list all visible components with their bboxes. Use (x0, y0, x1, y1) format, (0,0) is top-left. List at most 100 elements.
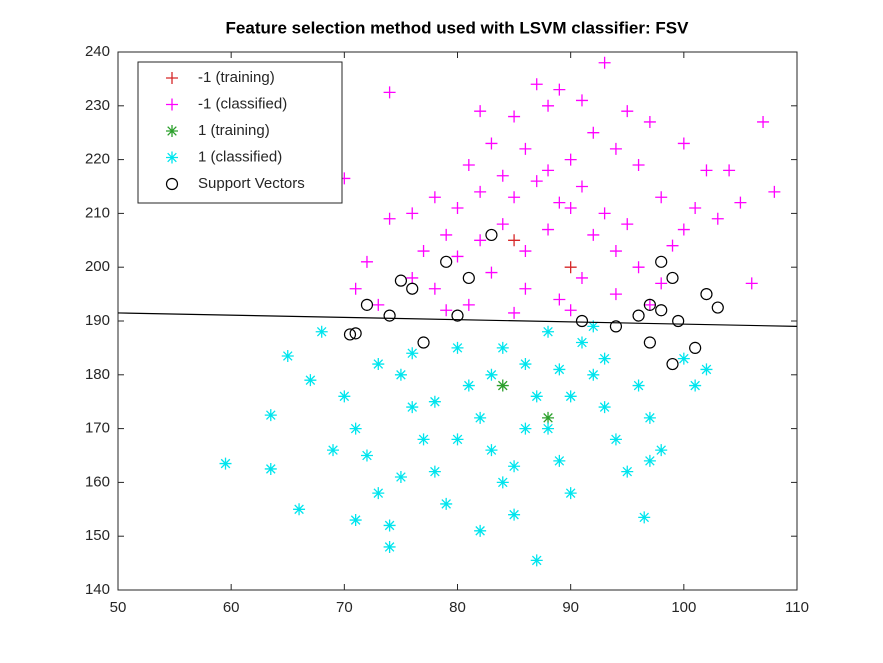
point (564, 487, 577, 500)
point (598, 56, 611, 69)
point (632, 379, 645, 392)
point (542, 422, 555, 435)
point (542, 223, 555, 236)
point (677, 223, 690, 236)
point (219, 457, 232, 470)
point (609, 142, 622, 155)
point (508, 306, 521, 319)
point (632, 158, 645, 171)
point (575, 180, 588, 193)
legend-label: 1 (classified) (198, 148, 282, 165)
decision-boundary (117, 312, 798, 327)
chart-title: Feature selection method used with LSVM … (226, 18, 690, 37)
point (575, 94, 588, 107)
point (587, 320, 600, 333)
point (575, 271, 588, 284)
point (372, 487, 385, 500)
point (689, 379, 702, 392)
support-vector (343, 328, 357, 341)
y-tick-label: 230 (85, 97, 110, 114)
point (542, 99, 555, 112)
point (394, 368, 407, 381)
point (638, 511, 651, 524)
support-vector (349, 327, 362, 340)
point (349, 422, 362, 435)
point (496, 218, 509, 231)
support-vector (672, 314, 685, 328)
point (598, 207, 611, 220)
y-tick-label: 190 (85, 312, 110, 329)
point (564, 304, 577, 317)
support-vector (643, 298, 656, 311)
point (587, 126, 600, 139)
legend-marker (166, 98, 178, 111)
point (530, 390, 543, 403)
point (485, 444, 498, 457)
point (281, 349, 294, 362)
point (315, 325, 328, 338)
point (768, 185, 781, 198)
point (677, 352, 690, 365)
support-vector (406, 282, 419, 295)
point (530, 554, 543, 567)
point (564, 261, 577, 274)
point (711, 212, 724, 225)
point (440, 304, 453, 317)
point (440, 228, 453, 241)
point (451, 341, 464, 354)
support-vector (666, 357, 679, 371)
y-tick-label: 220 (85, 151, 110, 168)
support-vector (609, 320, 623, 333)
legend-label: -1 (training) (198, 69, 275, 86)
point (508, 110, 521, 123)
point (417, 245, 430, 258)
point (428, 191, 441, 204)
point (621, 105, 634, 118)
point (542, 164, 555, 177)
point (304, 374, 317, 387)
point (462, 158, 475, 171)
x-tick-label: 80 (449, 599, 466, 616)
support-vector (643, 336, 656, 349)
support-vector (711, 301, 724, 314)
y-tick-label: 180 (85, 366, 110, 383)
point (406, 347, 419, 360)
point (643, 298, 656, 311)
point (689, 202, 702, 215)
point (519, 422, 532, 435)
support-vector (440, 255, 453, 268)
legend-label: Support Vectors (198, 175, 305, 192)
support-vector (655, 304, 668, 317)
support-vector (360, 298, 374, 311)
y-tick-label: 170 (85, 420, 110, 437)
point (564, 390, 577, 403)
point (734, 196, 747, 209)
support-vector (462, 271, 475, 285)
point (609, 433, 622, 446)
legend: -1 (training) -1 (classified) 1 (training)… (137, 61, 343, 204)
point (564, 202, 577, 215)
legend-label: -1 (classified) (198, 95, 287, 112)
point (496, 379, 509, 392)
y-tick-label: 160 (85, 473, 110, 490)
point (553, 83, 566, 96)
support-vector (655, 255, 668, 268)
point (485, 266, 498, 279)
point (632, 261, 645, 274)
x-tick-label: 60 (223, 599, 240, 616)
point (372, 358, 385, 371)
legend-marker (166, 125, 178, 137)
point (474, 234, 487, 247)
point (406, 207, 419, 220)
point (655, 191, 668, 204)
x-tick-label: 50 (110, 599, 127, 616)
point (264, 409, 277, 422)
point (530, 175, 543, 188)
point (474, 524, 487, 537)
point (417, 433, 430, 446)
point (383, 519, 396, 532)
support-vector (451, 309, 464, 322)
point (428, 465, 441, 478)
x-tick-label: 100 (671, 599, 696, 616)
